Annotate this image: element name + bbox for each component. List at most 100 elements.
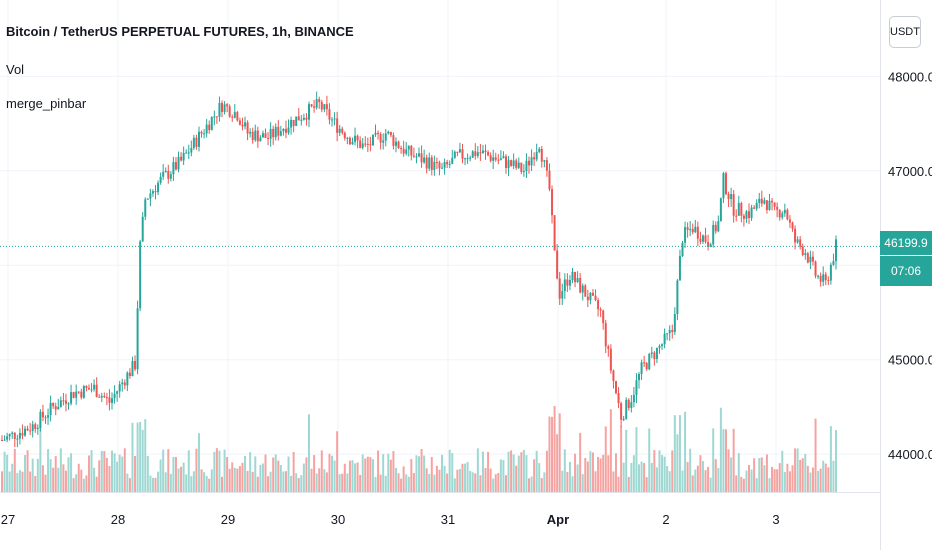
candle-body	[244, 122, 247, 127]
candle-body	[172, 162, 175, 175]
volume-bar	[576, 464, 579, 492]
candle-body	[778, 209, 781, 218]
candle-body	[8, 434, 11, 437]
indicator-merge-pinbar-label[interactable]: merge_pinbar	[6, 96, 87, 111]
candle-body	[632, 394, 635, 403]
candle-body	[522, 171, 525, 173]
volume-bar	[256, 476, 259, 492]
candle-body	[200, 131, 203, 134]
candle-body	[788, 219, 791, 223]
candle-body	[315, 99, 318, 108]
volume-bar	[141, 429, 144, 492]
volume-bar	[348, 460, 351, 492]
volume-bar	[59, 448, 62, 492]
volume-bar	[31, 458, 34, 492]
volume-bar	[29, 471, 32, 492]
candle-body	[458, 149, 461, 153]
volume-bar	[146, 455, 149, 492]
candle-body	[320, 102, 323, 110]
candle-body	[627, 399, 630, 408]
symbol-title[interactable]: Bitcoin / TetherUS PERPETUAL FUTURES, 1h…	[6, 24, 354, 39]
candle-body	[492, 157, 495, 161]
volume-bar	[730, 457, 733, 492]
volume-bar	[451, 453, 454, 492]
volume-bar	[517, 455, 520, 492]
volume-bar	[323, 469, 326, 492]
volume-bar	[44, 474, 47, 492]
candle-body	[366, 143, 369, 145]
volume-bar	[599, 458, 602, 492]
candle-body	[103, 396, 106, 398]
candle-body	[781, 213, 784, 218]
candle-body	[407, 145, 410, 150]
candle-body	[528, 160, 531, 166]
volume-bar	[658, 450, 661, 492]
candle-body	[295, 116, 298, 126]
volume-bar	[558, 413, 561, 492]
volume-bar	[778, 463, 781, 492]
volume-bar	[648, 428, 651, 492]
candle-body	[591, 292, 594, 296]
candle-body	[645, 362, 648, 370]
candle-body	[318, 99, 321, 103]
candle-body	[538, 148, 541, 152]
volume-bar	[704, 470, 707, 492]
candle-body	[425, 157, 428, 169]
candle-body	[650, 352, 653, 354]
volume-bar	[295, 473, 298, 492]
candle-body	[323, 104, 326, 110]
volume-bar	[609, 409, 612, 492]
volume-bar	[407, 476, 410, 492]
volume-bar	[469, 470, 472, 492]
candle-body	[251, 131, 254, 141]
candle-body	[310, 104, 313, 107]
candle-body	[655, 347, 658, 359]
volume-bar	[443, 465, 446, 492]
volume-bar	[205, 475, 208, 492]
volume-bar	[556, 434, 559, 492]
candle-body	[62, 400, 65, 402]
candle-body	[313, 106, 316, 108]
volume-bar	[512, 454, 515, 492]
volume-bar	[364, 458, 367, 492]
candle-body	[579, 278, 582, 293]
candle-body	[346, 137, 349, 139]
volume-bar	[377, 450, 380, 492]
volume-bar	[54, 456, 57, 492]
volume-bar	[282, 471, 285, 492]
candle-body	[402, 148, 405, 154]
candle-body	[167, 170, 170, 179]
volume-bar	[763, 465, 766, 492]
candle-body	[571, 271, 574, 281]
candle-body	[159, 176, 162, 183]
volume-bar	[351, 460, 354, 492]
candle-body	[205, 124, 208, 134]
candle-body	[325, 104, 328, 110]
volume-bar	[26, 450, 29, 492]
candle-body	[648, 353, 651, 370]
candle-body	[267, 138, 270, 140]
volume-bar	[382, 454, 385, 492]
candle-body	[456, 151, 459, 153]
volume-bar	[446, 473, 449, 492]
volume-bar	[686, 462, 689, 492]
candle-body	[487, 152, 490, 156]
candle-body	[394, 141, 397, 146]
candle-body	[827, 280, 830, 282]
candle-body	[709, 244, 712, 247]
volume-bar	[696, 465, 699, 492]
candle-body	[34, 424, 37, 429]
indicator-vol-label[interactable]: Vol	[6, 62, 25, 77]
candle-body	[400, 147, 403, 149]
candle-body	[279, 131, 282, 136]
volume-bar	[420, 449, 423, 492]
volume-bar	[369, 457, 372, 492]
candle-body	[328, 109, 331, 120]
candle-body	[515, 160, 518, 168]
candle-body	[461, 149, 464, 159]
volume-bar	[231, 462, 234, 492]
currency-button[interactable]: USDT	[889, 16, 921, 48]
candle-body	[93, 384, 96, 390]
volume-bar	[673, 415, 676, 492]
